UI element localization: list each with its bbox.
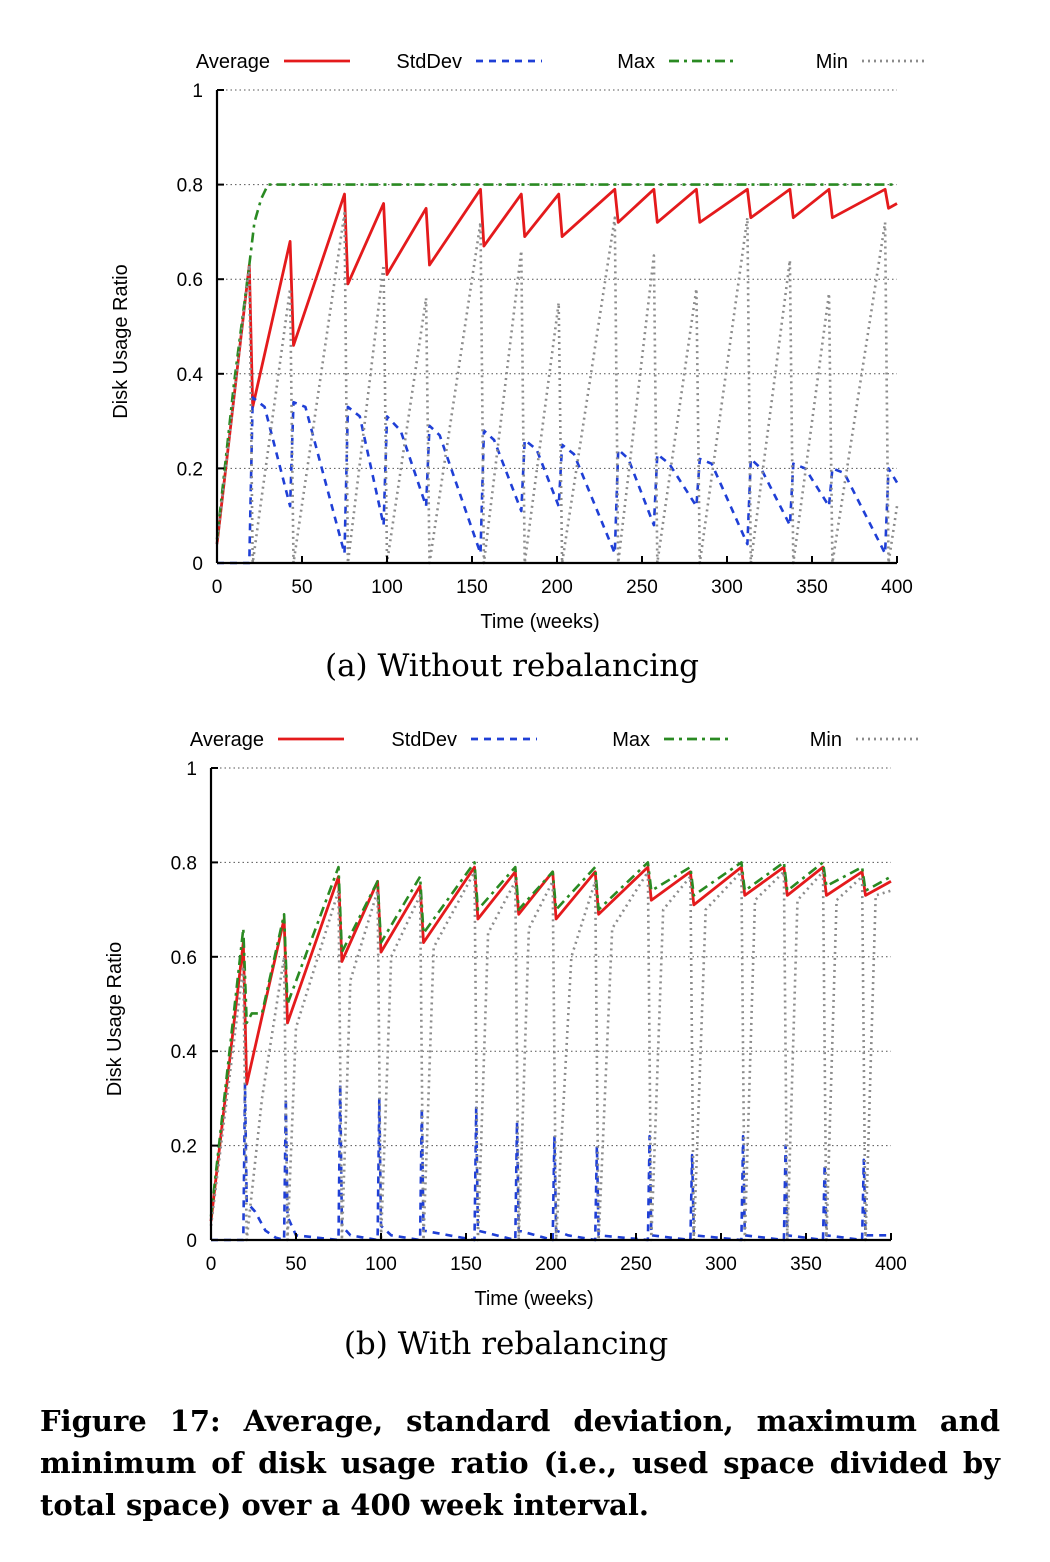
legend-label-max: Max [617,51,655,73]
x-axis-label: Time (weeks) [480,611,599,633]
series-line-stddev [217,396,899,565]
legend-label-min: Min [816,51,848,73]
x-tick-label-8: 400 [875,1254,907,1275]
legend-label-stddev: StdDev [391,729,457,751]
x-tick-label-1: 50 [291,577,312,598]
x-tick-label-3: 150 [456,577,488,598]
legend-label-average: Average [190,729,264,751]
x-tick-label-2: 100 [371,577,403,598]
x-tick-label-6: 300 [705,1254,737,1275]
y-tick-label-1: 0.2 [177,459,203,480]
y-tick-label-2: 0.4 [177,365,204,386]
x-tick-label-7: 350 [796,577,828,598]
x-tick-label-1: 50 [285,1254,306,1275]
x-tick-label-2: 100 [365,1254,397,1275]
x-tick-label-4: 200 [535,1254,567,1275]
series-line-max [215,183,897,540]
series-line-min [209,870,892,1242]
y-tick-label-5: 1 [186,759,197,780]
y-tick-label-0: 0 [186,1231,197,1252]
x-tick-label-8: 400 [881,577,913,598]
legend-label-max: Max [612,729,650,751]
chart-with-rebalancing: 0 0.2 0.4 0.6 0.8 1 0 50 100 150 200 250 300 350 400 Ti… [104,729,922,1362]
figure-caption: Figure 17: Average, standard deviation, … [40,1404,1000,1522]
series-line-average [215,187,898,545]
y-axis-label: Disk Usage Ratio [110,264,132,419]
series-line-max [209,861,892,1217]
y-tick-label-1: 0.2 [171,1137,197,1158]
subcaption: (b) With rebalancing [344,1326,668,1362]
series-line-min [215,211,899,565]
series-line-stddev [211,1082,891,1242]
legend-label-average: Average [196,51,270,73]
subcaption: (a) Without rebalancing [325,648,699,684]
x-tick-label-0: 0 [206,1254,217,1275]
x-tick-label-5: 250 [620,1254,652,1275]
y-tick-label-3: 0.6 [171,948,197,969]
y-tick-label-2: 0.4 [171,1042,198,1063]
y-tick-label-5: 1 [192,81,203,102]
y-axis-label: Disk Usage Ratio [104,942,126,1097]
y-tick-label-3: 0.6 [177,270,203,291]
x-tick-label-3: 150 [450,1254,482,1275]
y-tick-label-0: 0 [192,554,203,575]
series-line-average [209,865,892,1222]
x-axis-label: Time (weeks) [474,1288,593,1310]
x-tick-label-4: 200 [541,577,573,598]
x-tick-label-6: 300 [711,577,743,598]
legend-label-min: Min [810,729,842,751]
legend-label-stddev: StdDev [396,51,462,73]
x-tick-label-5: 250 [626,577,658,598]
x-tick-label-7: 350 [790,1254,822,1275]
y-tick-label-4: 0.8 [177,176,203,197]
y-tick-label-4: 0.8 [171,853,197,874]
chart-without-rebalancing: 0 0.2 0.4 0.6 0.8 1 0 50 100 150 200 250 300 350 400 Ti… [110,51,928,684]
x-tick-label-0: 0 [212,577,223,598]
